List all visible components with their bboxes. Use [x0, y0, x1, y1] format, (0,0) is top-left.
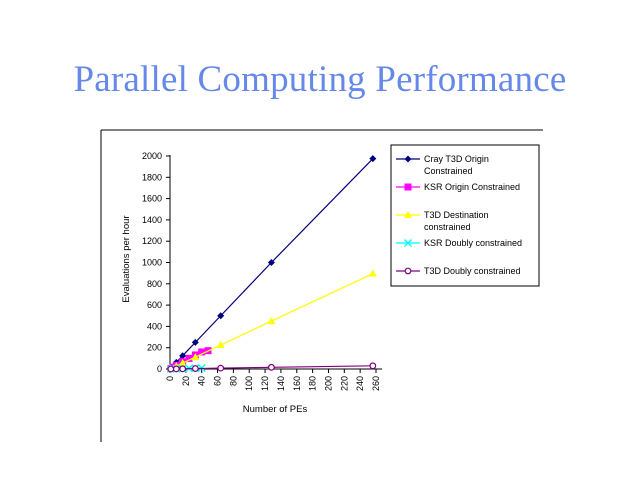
y-tick-label: 400 — [147, 321, 162, 331]
data-point-triangle — [178, 359, 187, 367]
series-triangle — [166, 269, 377, 372]
legend-label-diamond: Constrained — [424, 166, 473, 176]
x-tick-label: 220 — [339, 376, 349, 391]
y-tick-label: 1400 — [142, 215, 162, 225]
y-tick-label: 1200 — [142, 236, 162, 246]
legend-marker-square — [404, 183, 412, 191]
series-circle — [167, 362, 377, 373]
legend-marker-triangle — [404, 211, 412, 218]
legend-item-circle: T3D Doubly constrained — [396, 266, 521, 276]
data-point-circle — [268, 363, 275, 371]
x-tick-label: 60 — [213, 376, 223, 386]
legend-label-triangle: constrained — [424, 222, 471, 232]
slide-title: Parallel Computing Performance — [73, 59, 567, 100]
x-tick-label: 160 — [292, 376, 302, 391]
legend-marker-diamond — [404, 155, 412, 163]
x-tick-label: 180 — [308, 376, 318, 391]
data-point-circle — [369, 362, 377, 370]
legend: Cray T3D Origin Constrained KSR Origin Con… — [396, 154, 522, 276]
x-axis-title: Number of PEs — [243, 404, 308, 415]
data-point-circle — [191, 365, 199, 372]
legend-label-triangle: T3D Destination — [424, 210, 489, 220]
data-point-square — [198, 348, 206, 356]
x-tick-label: 200 — [323, 376, 333, 391]
x-tick-label: 140 — [276, 376, 286, 391]
y-tick-label: 600 — [147, 300, 162, 310]
data-point-circle — [167, 365, 175, 373]
legend-label-circle: T3D Doubly constrained — [424, 266, 521, 276]
x-tick-label: 240 — [355, 376, 365, 391]
legend-marker-circle — [404, 267, 412, 275]
data-point-diamond — [267, 259, 275, 266]
data-point-diamond — [369, 155, 377, 163]
x-tick-label: 260 — [371, 376, 381, 391]
y-tick-label: 200 — [147, 343, 162, 353]
y-tick-group: 0 200 400 600 800 1000 1200 1400 1600 1800 2000 — [142, 151, 170, 374]
series-layer — [166, 155, 377, 373]
legend-label-x: KSR Doubly constrained — [424, 238, 522, 248]
y-tick-label: 1800 — [142, 172, 162, 182]
y-tick-label: 800 — [147, 279, 162, 289]
legend-item-triangle: T3D Destination constrained — [396, 210, 489, 232]
x-tick-label: 120 — [260, 376, 270, 391]
data-point-triangle — [216, 341, 225, 349]
x-tick-label: 0 — [165, 376, 175, 381]
y-tick-label: 1600 — [142, 194, 162, 204]
data-point-circle — [179, 365, 187, 373]
y-tick-label: 1000 — [142, 258, 162, 268]
y-tick-label: 2000 — [142, 151, 162, 161]
legend-label-diamond: Cray T3D Origin — [424, 154, 489, 164]
x-tick-label: 80 — [228, 376, 238, 386]
data-point-circle — [172, 365, 180, 373]
series-diamond — [167, 155, 377, 372]
data-point-diamond — [179, 352, 187, 360]
x-tick-group: 0 20 40 60 80 100 120 140 160 180 200 220 240 260 — [165, 369, 381, 391]
x-tick-label: 40 — [197, 376, 207, 386]
data-point-square — [185, 354, 193, 362]
legend-item-x: KSR Doubly constrained — [396, 238, 522, 248]
y-tick-label: 0 — [157, 364, 162, 374]
legend-item-diamond: Cray T3D Origin Constrained — [396, 154, 489, 176]
data-point-triangle — [267, 317, 276, 325]
y-axis-title: Evaluations per hour — [121, 215, 132, 302]
data-point-circle — [217, 364, 225, 372]
legend-label-square: KSR Origin Constrained — [424, 182, 520, 192]
x-tick-label: 100 — [244, 376, 254, 391]
x-tick-label: 20 — [181, 376, 191, 386]
data-point-diamond — [217, 312, 225, 320]
data-point-diamond — [191, 338, 199, 346]
data-point-triangle — [191, 353, 200, 361]
legend-marker-x — [404, 239, 412, 247]
legend-item-square: KSR Origin Constrained — [396, 182, 520, 192]
data-point-triangle — [368, 269, 377, 277]
